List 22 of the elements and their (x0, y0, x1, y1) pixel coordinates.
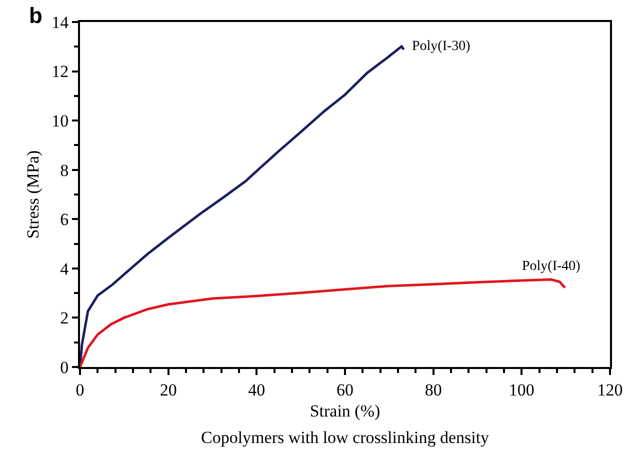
y-tick-label: 14 (52, 12, 70, 32)
y-tick-label: 0 (60, 358, 69, 377)
x-tick-label: 40 (248, 380, 266, 400)
y-tick-label: 10 (52, 112, 69, 131)
y-axis-title: Stress (MPa) (24, 150, 43, 239)
x-tick-label: 20 (160, 380, 177, 400)
text: b (29, 3, 42, 28)
y-tick-label: 12 (52, 62, 69, 82)
y-tick-label: 6 (60, 210, 69, 230)
x-tick-label: 60 (336, 380, 354, 400)
y-tick-label: 2 (60, 308, 69, 328)
text: Copolymers with low crosslinking density (201, 428, 490, 447)
x-tick-label: 0 (76, 380, 84, 400)
line-series (80, 278, 566, 367)
x-tick-label: 120 (597, 380, 623, 400)
series-label: Poly(I-40) (522, 259, 581, 274)
y-tick-label: 4 (60, 259, 70, 278)
series-label: Poly(I-30) (412, 39, 471, 54)
x-tick-label: 100 (508, 380, 534, 400)
y-tick-label: 8 (60, 160, 69, 180)
x-axis-title: Strain (%) (310, 401, 380, 420)
x-tick-label: 80 (424, 380, 442, 400)
